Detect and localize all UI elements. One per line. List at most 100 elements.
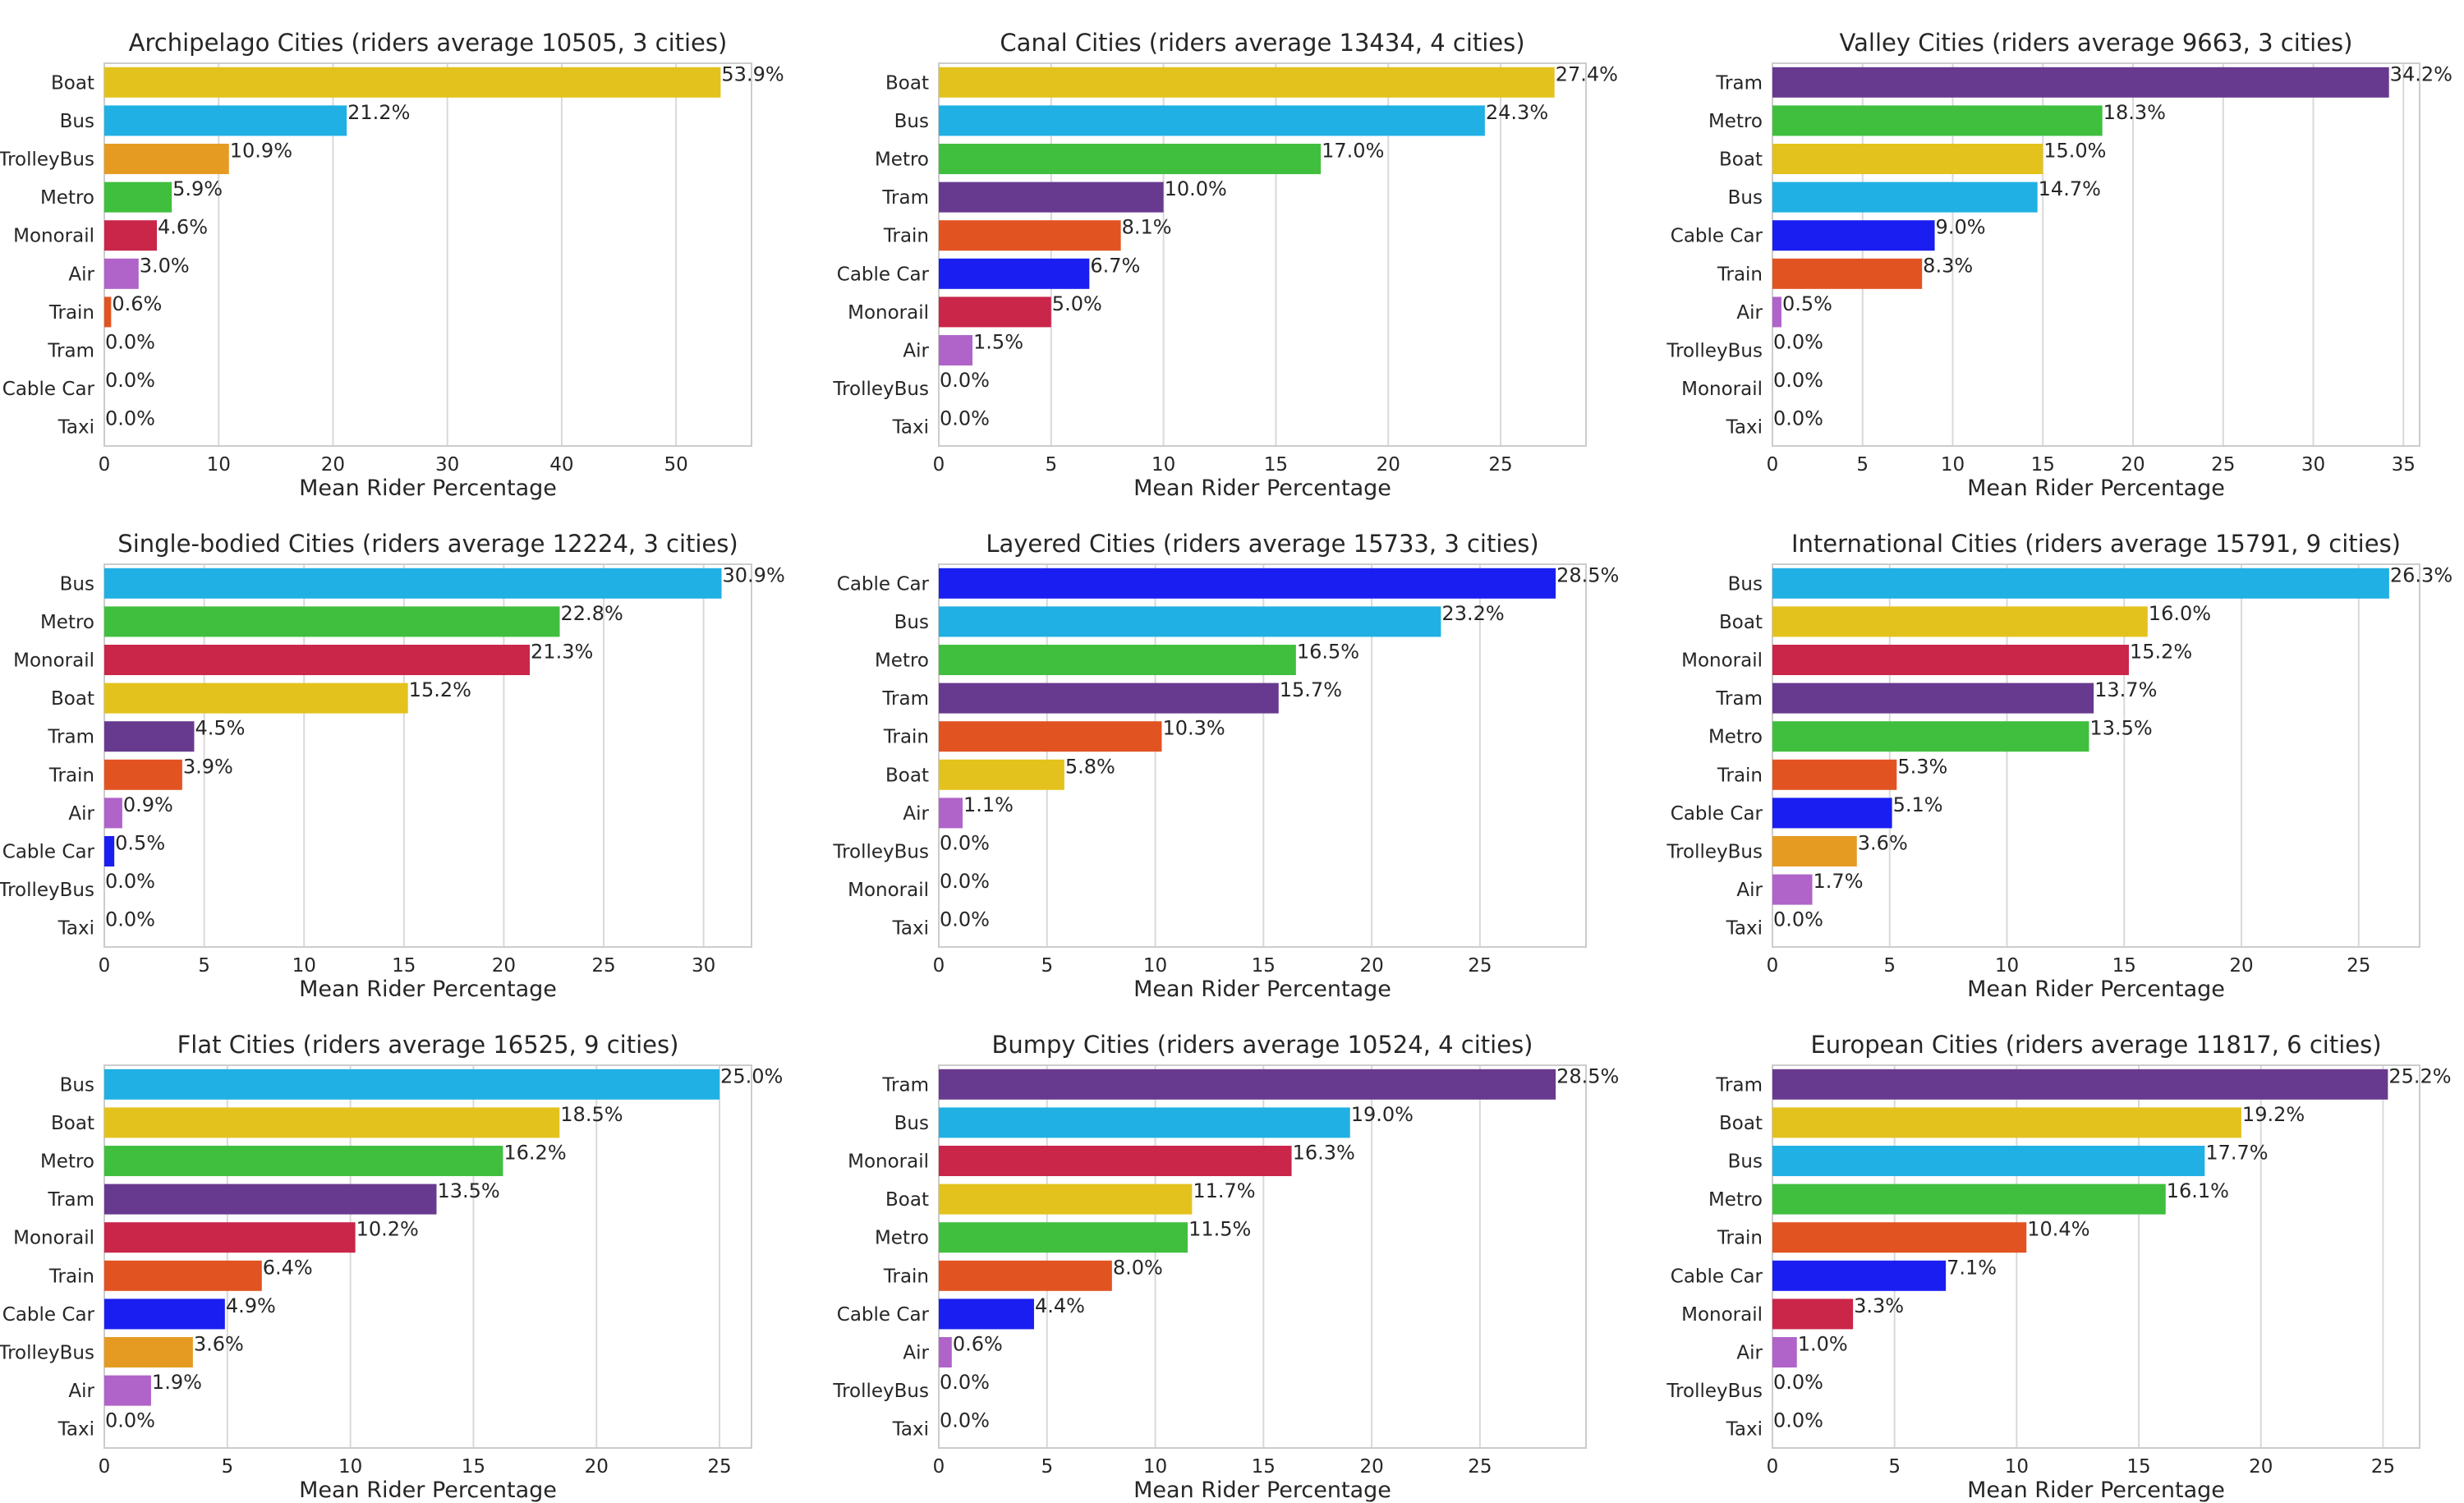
bar bbox=[939, 1107, 1350, 1138]
bar bbox=[104, 105, 347, 136]
x-tick-label: 25 bbox=[2347, 955, 2370, 977]
y-tick-label: Bus bbox=[1728, 573, 1763, 595]
y-tick-label: Metro bbox=[1708, 727, 1763, 748]
x-tick-label: 50 bbox=[664, 454, 687, 476]
data-label: 16.3% bbox=[1293, 1142, 1355, 1165]
x-tick-label: 20 bbox=[492, 955, 516, 977]
x-tick-label: 35 bbox=[2392, 454, 2416, 476]
chart-title: International Cities (riders average 157… bbox=[1791, 530, 2401, 558]
x-tick-label: 10 bbox=[207, 454, 231, 476]
x-tick-label: 25 bbox=[1468, 1456, 1492, 1478]
bar bbox=[939, 296, 1051, 328]
x-tick-label: 10 bbox=[1152, 454, 1175, 476]
x-tick-label: 30 bbox=[2301, 454, 2325, 476]
data-label: 17.7% bbox=[2205, 1142, 2268, 1165]
x-axis-label: Mean Rider Percentage bbox=[299, 1478, 557, 1503]
chart-title: Canal Cities (riders average 13434, 4 ci… bbox=[1000, 29, 1525, 57]
bar bbox=[939, 645, 1296, 675]
data-label: 1.0% bbox=[1798, 1333, 1848, 1356]
y-tick-label: Taxi bbox=[57, 918, 94, 940]
y-tick-label: Tram bbox=[1715, 72, 1763, 94]
data-label: 0.0% bbox=[1773, 1371, 1823, 1394]
data-label: 19.2% bbox=[2242, 1103, 2305, 1126]
y-tick-label: Boat bbox=[885, 765, 929, 786]
data-label: 3.6% bbox=[194, 1333, 244, 1356]
y-tick-label: TrolleyBus bbox=[1666, 1381, 1763, 1402]
y-tick-label: Train bbox=[48, 765, 94, 786]
y-tick-label: TrolleyBus bbox=[832, 1381, 929, 1402]
bar bbox=[1772, 1184, 2166, 1215]
bar bbox=[939, 1146, 1292, 1176]
data-label: 3.3% bbox=[1854, 1294, 1904, 1317]
y-tick-label: Taxi bbox=[1726, 1419, 1763, 1441]
x-tick-label: 20 bbox=[1377, 454, 1400, 476]
chart-title: Flat Cities (riders average 16525, 9 cit… bbox=[177, 1031, 679, 1059]
plot-frame bbox=[938, 563, 1587, 948]
y-tick-label: Air bbox=[1736, 302, 1763, 324]
bar bbox=[1772, 1222, 2027, 1253]
y-tick-label: Cable Car bbox=[1671, 803, 1763, 825]
bar bbox=[1772, 721, 2089, 752]
bar bbox=[104, 67, 721, 98]
y-tick-label: Cable Car bbox=[837, 264, 930, 285]
y-tick-label: Monorail bbox=[13, 650, 94, 672]
plot-frame bbox=[1772, 62, 2420, 447]
x-tick-label: 0 bbox=[99, 955, 111, 977]
bar bbox=[104, 1375, 151, 1406]
x-tick-label: 10 bbox=[1143, 1456, 1167, 1478]
y-tick-label: Metro bbox=[40, 612, 94, 633]
data-label: 21.2% bbox=[347, 101, 410, 124]
y-tick-label: Air bbox=[1736, 1343, 1763, 1364]
y-tick-label: Air bbox=[68, 264, 94, 285]
x-tick-label: 25 bbox=[2211, 454, 2235, 476]
x-tick-label: 0 bbox=[933, 454, 945, 476]
data-label: 5.9% bbox=[172, 177, 223, 200]
data-label: 4.9% bbox=[226, 1294, 276, 1317]
data-label: 0.0% bbox=[105, 331, 155, 354]
data-label: 28.5% bbox=[1556, 563, 1619, 586]
bar bbox=[1772, 1260, 1947, 1291]
data-label: 1.7% bbox=[1814, 870, 1864, 893]
data-label: 3.0% bbox=[140, 254, 190, 277]
x-tick-label: 10 bbox=[2005, 1456, 2029, 1478]
y-tick-label: Train bbox=[883, 1266, 929, 1287]
x-tick-label: 15 bbox=[392, 955, 416, 977]
y-tick-label: Boat bbox=[885, 1189, 929, 1211]
data-label: 24.3% bbox=[1486, 101, 1548, 124]
y-tick-label: Boat bbox=[1719, 149, 1763, 171]
x-tick-label: 15 bbox=[462, 1456, 485, 1478]
bar bbox=[1772, 836, 1857, 866]
data-label: 8.0% bbox=[1113, 1256, 1163, 1279]
bar bbox=[104, 645, 531, 675]
x-tick-label: 15 bbox=[2126, 1456, 2150, 1478]
data-label: 10.4% bbox=[2027, 1218, 2089, 1241]
data-label: 11.5% bbox=[1188, 1218, 1251, 1241]
data-label: 23.2% bbox=[1441, 602, 1504, 625]
data-label: 5.3% bbox=[1897, 755, 1947, 778]
chart-title: European Cities (riders average 11817, 6… bbox=[1810, 1031, 2382, 1059]
y-tick-label: Monorail bbox=[848, 880, 929, 901]
x-tick-label: 0 bbox=[1767, 955, 1779, 977]
x-tick-label: 0 bbox=[1767, 454, 1779, 476]
y-tick-label: Monorail bbox=[1681, 650, 1763, 672]
data-label: 19.0% bbox=[1351, 1103, 1414, 1126]
plot-frame bbox=[103, 62, 752, 447]
y-tick-label: Cable Car bbox=[2, 379, 95, 400]
data-label: 27.4% bbox=[1556, 62, 1618, 85]
x-tick-label: 20 bbox=[1359, 1456, 1383, 1478]
bar bbox=[939, 105, 1485, 136]
data-label: 7.1% bbox=[1947, 1256, 1997, 1279]
y-tick-label: Metro bbox=[875, 1228, 929, 1249]
y-tick-label: Tram bbox=[881, 187, 929, 209]
data-label: 0.0% bbox=[105, 1409, 155, 1432]
x-tick-label: 15 bbox=[1252, 955, 1276, 977]
bar bbox=[104, 836, 115, 866]
data-label: 13.5% bbox=[437, 1179, 499, 1202]
data-label: 0.0% bbox=[105, 870, 155, 893]
data-label: 16.1% bbox=[2167, 1179, 2229, 1202]
data-label: 0.0% bbox=[105, 369, 155, 392]
